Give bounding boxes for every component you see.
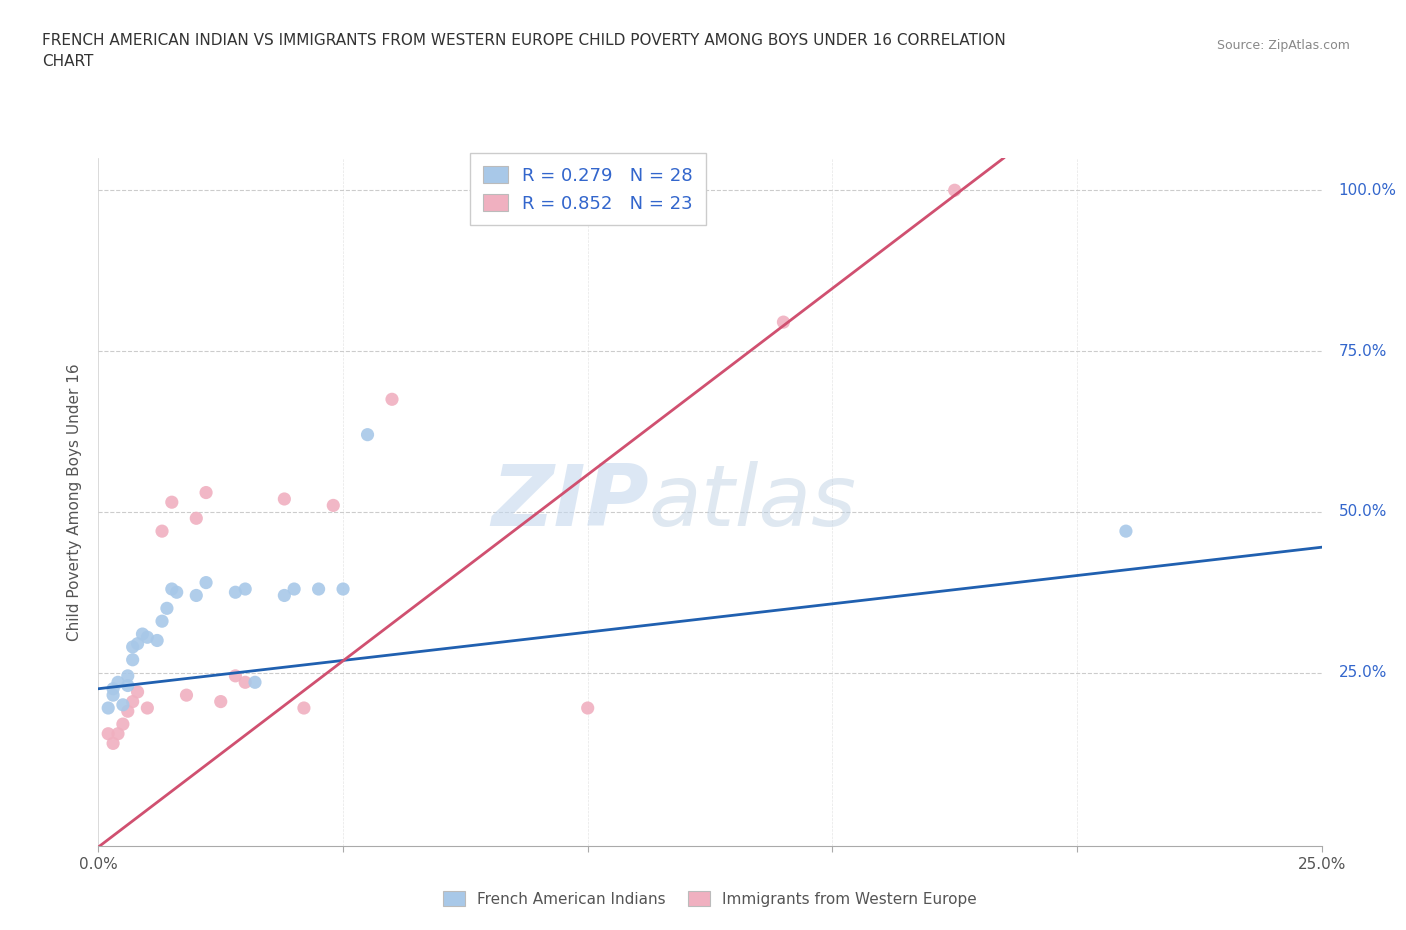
Point: [292, 700, 315, 715]
Point: [97, 700, 120, 715]
Point: [943, 183, 966, 198]
Text: 50.0%: 50.0%: [1339, 504, 1386, 519]
Text: ZIP: ZIP: [491, 460, 648, 544]
Point: [273, 492, 295, 507]
Point: [136, 630, 159, 644]
Point: [356, 427, 378, 442]
Point: [111, 717, 134, 732]
Point: [160, 581, 183, 596]
Point: [121, 640, 143, 655]
Point: [1115, 524, 1137, 538]
Point: [322, 498, 344, 512]
Point: [176, 687, 198, 702]
Point: [160, 495, 183, 510]
Y-axis label: Child Poverty Among Boys Under 16: Child Poverty Among Boys Under 16: [67, 364, 83, 641]
Point: [224, 585, 246, 600]
Point: [101, 687, 124, 702]
Point: [772, 314, 794, 329]
Point: [101, 682, 124, 697]
Point: [117, 669, 139, 684]
Point: [308, 581, 330, 596]
Point: [283, 581, 305, 596]
Point: [233, 581, 256, 596]
Point: [121, 694, 143, 709]
Point: [243, 675, 266, 690]
Point: [166, 585, 188, 600]
Point: [224, 669, 246, 684]
Point: [117, 704, 139, 719]
Legend: French American Indians, Immigrants from Western Europe: French American Indians, Immigrants from…: [436, 884, 984, 914]
Point: [127, 684, 149, 699]
Point: [97, 726, 120, 741]
Point: [381, 392, 404, 406]
Text: 75.0%: 75.0%: [1339, 343, 1386, 359]
Text: Source: ZipAtlas.com: Source: ZipAtlas.com: [1216, 39, 1350, 52]
Point: [576, 700, 599, 715]
Point: [117, 678, 139, 693]
Point: [101, 736, 124, 751]
Point: [195, 575, 218, 590]
Point: [156, 601, 179, 616]
Point: [150, 524, 173, 538]
Text: 100.0%: 100.0%: [1339, 183, 1396, 198]
Point: [131, 627, 153, 642]
Point: [127, 636, 149, 651]
Point: [195, 485, 218, 500]
Point: [136, 700, 159, 715]
Point: [233, 675, 256, 690]
Point: [111, 698, 134, 712]
Text: FRENCH AMERICAN INDIAN VS IMMIGRANTS FROM WESTERN EUROPE CHILD POVERTY AMONG BOY: FRENCH AMERICAN INDIAN VS IMMIGRANTS FRO…: [42, 33, 1005, 69]
Point: [107, 675, 129, 690]
Point: [121, 652, 143, 667]
Text: atlas: atlas: [648, 460, 856, 544]
Point: [186, 588, 208, 603]
Point: [186, 511, 208, 525]
Text: 25.0%: 25.0%: [1339, 665, 1386, 680]
Point: [150, 614, 173, 629]
Point: [107, 726, 129, 741]
Point: [209, 694, 232, 709]
Point: [332, 581, 354, 596]
Point: [273, 588, 295, 603]
Point: [146, 633, 169, 648]
